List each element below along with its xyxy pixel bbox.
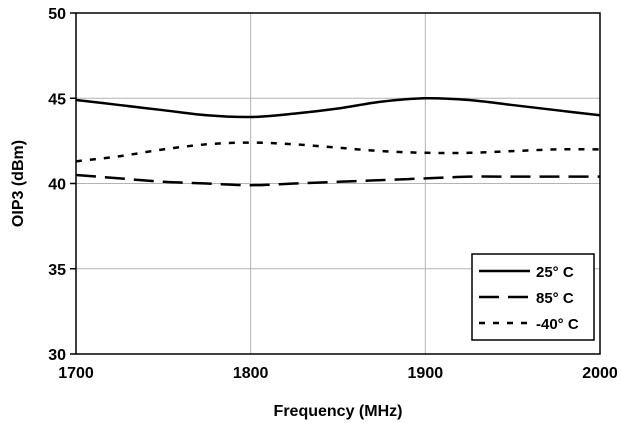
- y-axis-title: OIP3 (dBm): [10, 140, 27, 227]
- x-tick-label: 1800: [233, 365, 269, 382]
- y-tick-label: 35: [48, 262, 66, 279]
- series-line-2: [76, 143, 600, 162]
- legend-entry-label: 25° C: [536, 264, 574, 281]
- series-line-0: [76, 98, 600, 117]
- y-tick-label: 30: [48, 347, 66, 364]
- legend-entry-label: -40° C: [536, 316, 579, 333]
- legend: 25° C 85° C -40° C: [472, 254, 594, 340]
- x-tick-label: 1700: [58, 365, 94, 382]
- y-tick-label: 40: [48, 177, 66, 194]
- x-tick-label: 2000: [582, 365, 618, 382]
- y-tick-label: 45: [48, 91, 66, 108]
- legend-entry-label: 85° C: [536, 290, 574, 307]
- x-axis-title: Frequency (MHz): [274, 403, 403, 420]
- series-lines: [76, 98, 600, 185]
- y-tick-labels: 30 35 40 45 50: [48, 6, 66, 364]
- x-tick-labels: 1700 1800 1900 2000: [58, 365, 618, 382]
- x-tick-label: 1900: [408, 365, 444, 382]
- y-tick-label: 50: [48, 6, 66, 23]
